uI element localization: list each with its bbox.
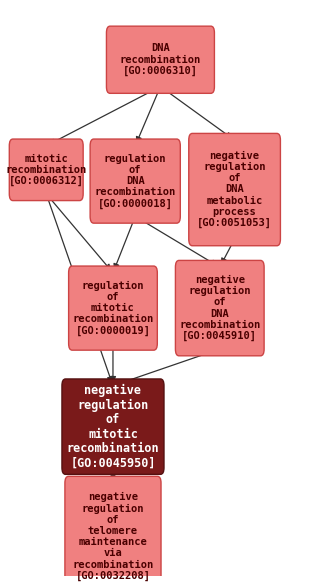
Text: regulation
of
mitotic
recombination
[GO:0000019]: regulation of mitotic recombination [GO:… xyxy=(72,280,154,336)
Text: negative
regulation
of
mitotic
recombination
[GO:0045950]: negative regulation of mitotic recombina… xyxy=(67,384,159,469)
Text: regulation
of
DNA
recombination
[GO:0000018]: regulation of DNA recombination [GO:0000… xyxy=(95,153,176,209)
Text: DNA
recombination
[GO:0006310]: DNA recombination [GO:0006310] xyxy=(120,44,201,76)
Text: mitotic
recombination
[GO:0006312]: mitotic recombination [GO:0006312] xyxy=(6,153,87,186)
Text: negative
regulation
of
DNA
recombination
[GO:0045910]: negative regulation of DNA recombination… xyxy=(179,275,260,341)
FancyBboxPatch shape xyxy=(9,139,83,201)
FancyBboxPatch shape xyxy=(90,139,180,223)
FancyBboxPatch shape xyxy=(62,379,164,475)
FancyBboxPatch shape xyxy=(69,266,157,350)
FancyBboxPatch shape xyxy=(106,26,214,93)
FancyBboxPatch shape xyxy=(176,260,264,356)
Text: negative
regulation
of
telomere
maintenance
via
recombination
[GO:0032208]: negative regulation of telomere maintena… xyxy=(72,492,154,581)
FancyBboxPatch shape xyxy=(189,133,281,246)
FancyBboxPatch shape xyxy=(65,476,161,588)
Text: negative
regulation
of
DNA
metabolic
process
[GO:0051053]: negative regulation of DNA metabolic pro… xyxy=(197,151,272,228)
